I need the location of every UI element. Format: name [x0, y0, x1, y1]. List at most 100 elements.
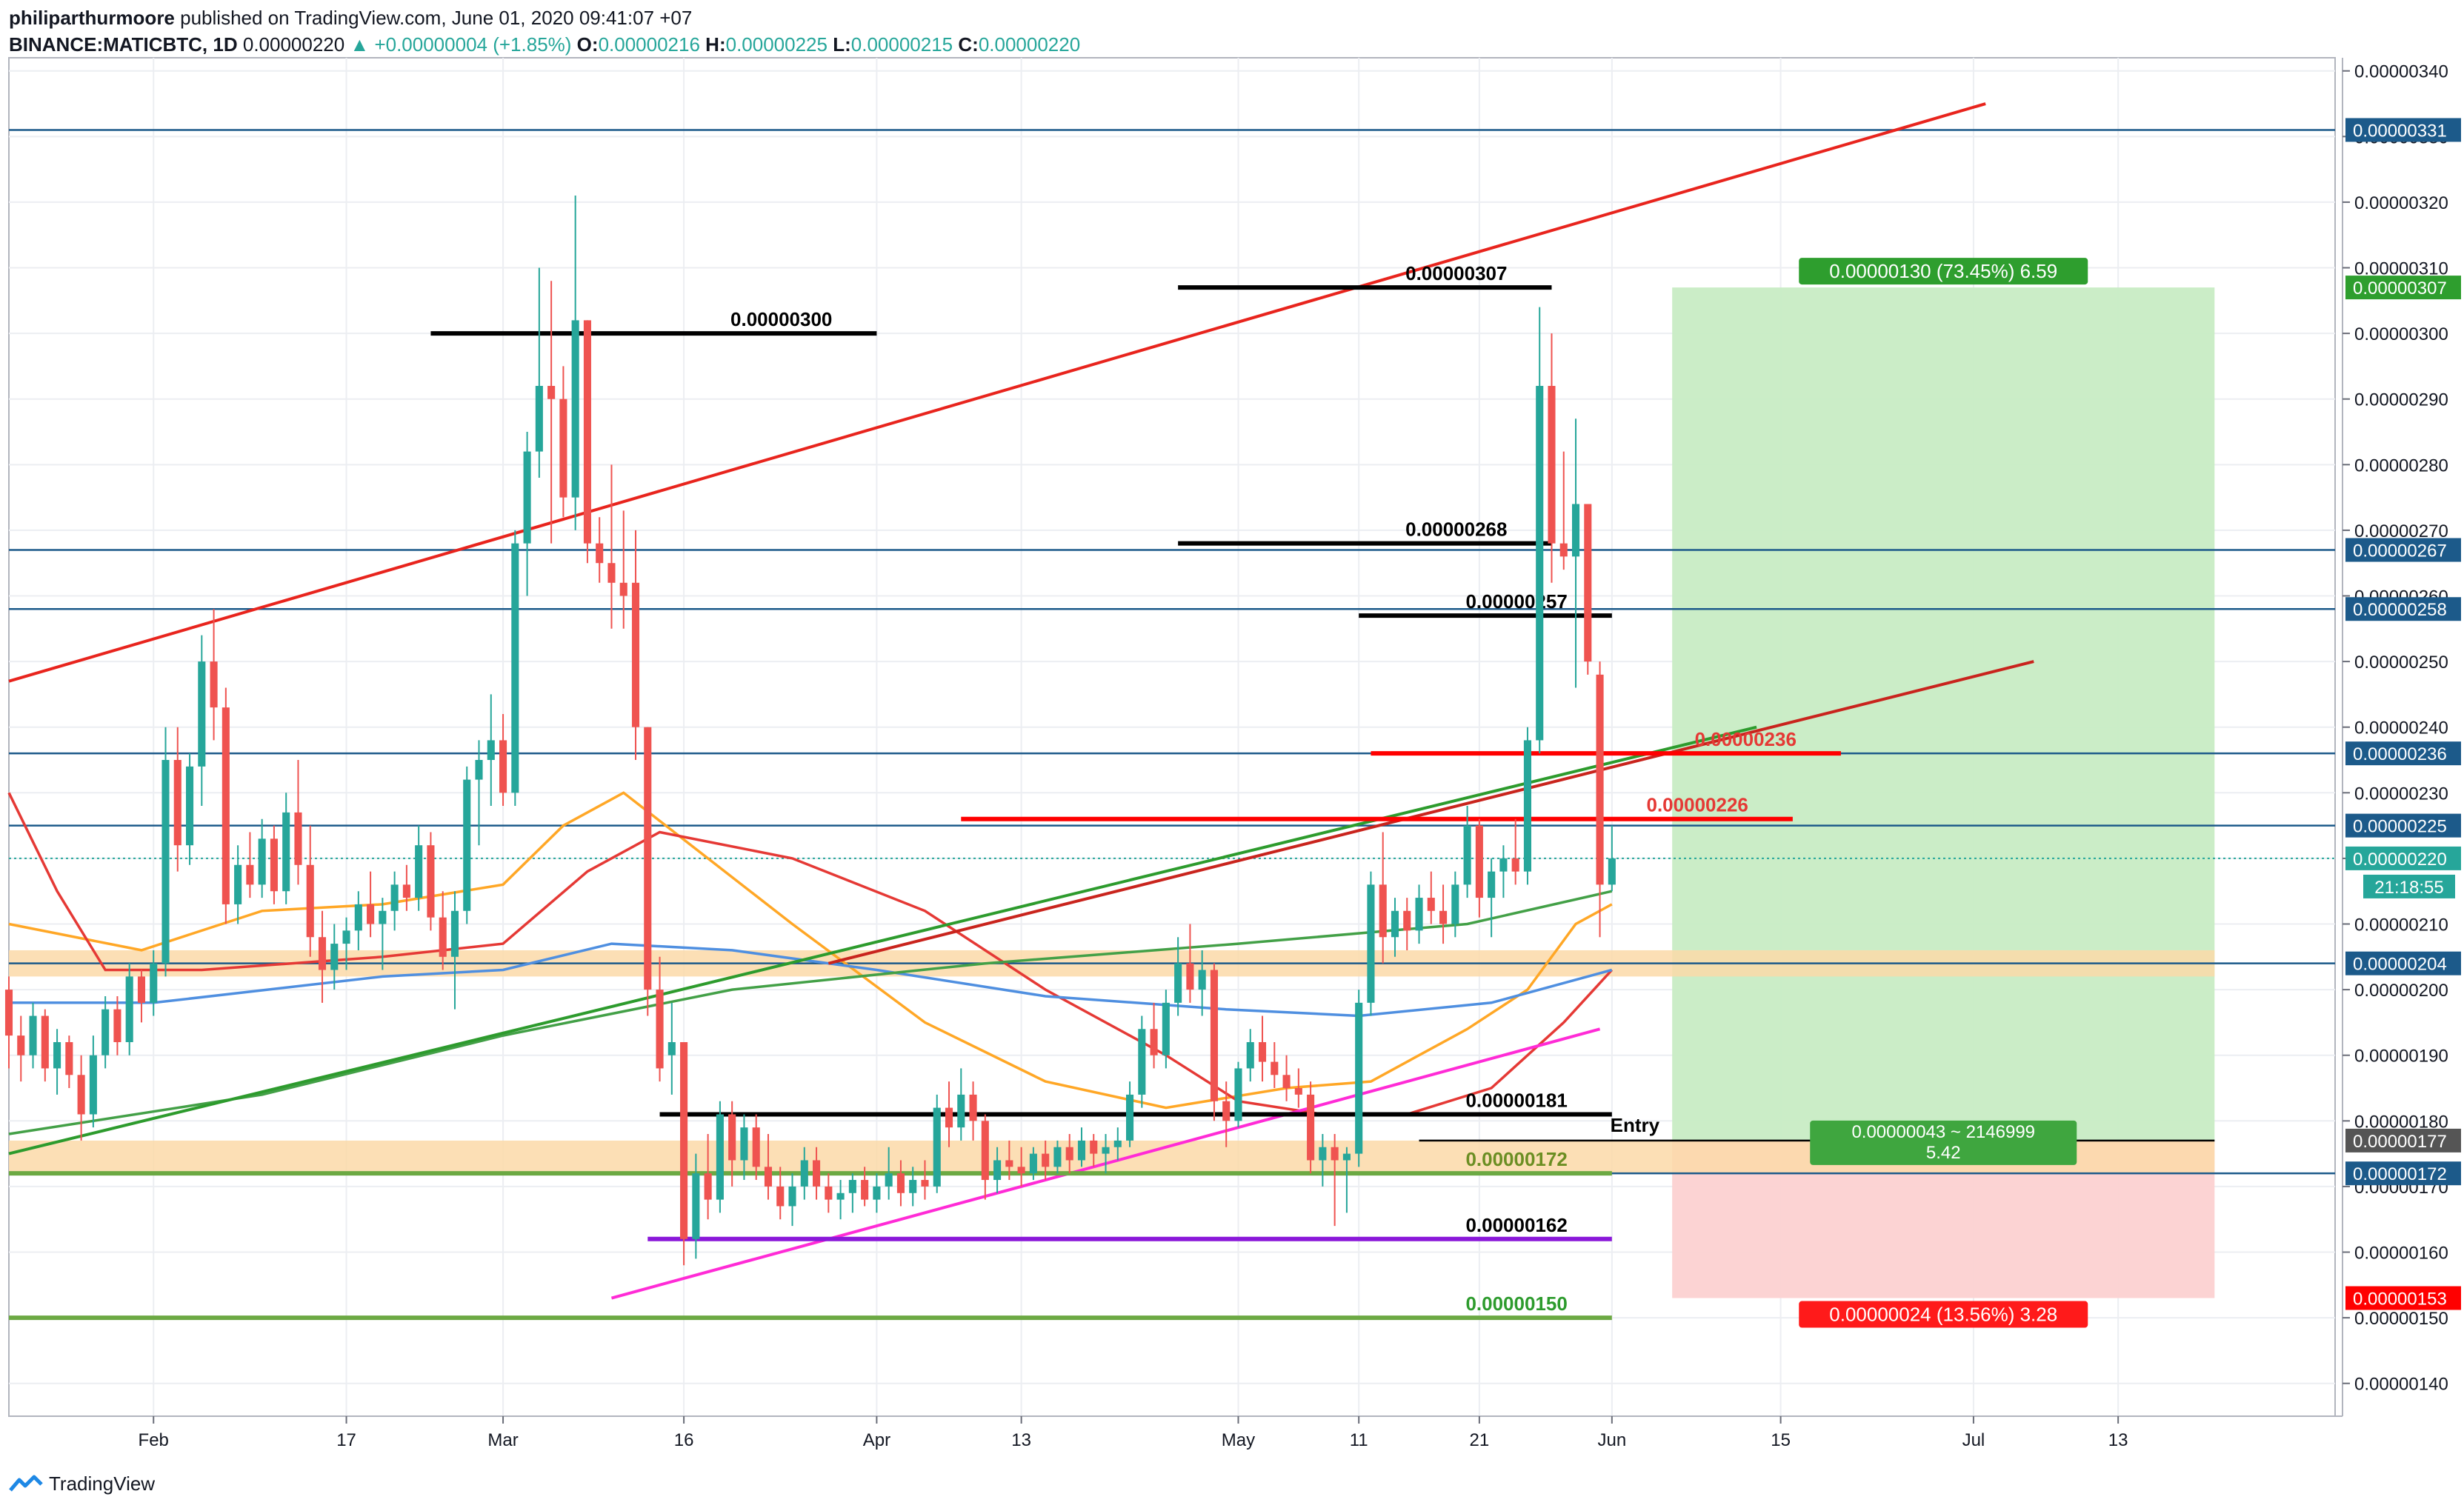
candle-body	[1174, 963, 1182, 1003]
candle-body	[53, 1041, 61, 1069]
level-label: 0.00000162	[1465, 1214, 1567, 1236]
candle	[1331, 1134, 1339, 1227]
candle	[571, 196, 579, 530]
entry-info-ratio: 5.42	[1926, 1143, 1961, 1163]
candle-body	[1342, 1153, 1351, 1161]
candle	[162, 727, 170, 977]
candle-body	[1222, 1101, 1231, 1121]
brand-name[interactable]: TradingView	[49, 1472, 156, 1495]
candle-body	[1258, 1041, 1267, 1062]
candle-body	[41, 1015, 49, 1069]
candle	[294, 760, 302, 885]
candle	[559, 366, 567, 518]
price-tag-bg	[2345, 846, 2461, 870]
candle	[957, 1068, 965, 1141]
candle-body	[523, 451, 531, 544]
price-tag: 0.00000204	[2353, 955, 2447, 975]
candle-body	[1162, 1002, 1170, 1055]
candle	[1342, 1147, 1351, 1213]
stop-label-bg	[1799, 1301, 2088, 1328]
countdown-label: 21:18:55	[2374, 878, 2443, 898]
price-tick-label: 0.00000200	[2354, 981, 2448, 1001]
candle-body	[185, 766, 194, 846]
candle-body	[800, 1160, 808, 1187]
candle-body	[1113, 1140, 1122, 1147]
price-tick-label: 0.00000230	[2354, 784, 2448, 804]
candle	[740, 1114, 748, 1181]
candle-body	[234, 864, 242, 904]
candle-body	[1307, 1094, 1315, 1161]
candle-body	[379, 910, 387, 924]
candle-body	[137, 976, 146, 1003]
candle-body	[619, 582, 627, 596]
candle-body	[945, 1107, 953, 1128]
price-tick-label: 0.00000320	[2354, 193, 2448, 213]
price-tag-bg	[2345, 813, 2461, 838]
candle	[1077, 1127, 1086, 1167]
price-tick-label: 0.00000310	[2354, 259, 2448, 279]
candle-body	[752, 1127, 760, 1167]
price-tick-label: 0.00000210	[2354, 915, 2448, 935]
candle-body	[101, 1009, 110, 1055]
candle	[53, 1029, 61, 1095]
candle-body	[125, 976, 133, 1042]
candle	[1029, 1147, 1037, 1181]
candle-body	[861, 1180, 869, 1200]
open-label: O:	[576, 33, 599, 56]
candle	[1234, 1061, 1242, 1128]
candle	[656, 956, 664, 1082]
time-tick-label: Apr	[863, 1430, 890, 1450]
time-tick-label: Mar	[487, 1430, 518, 1450]
candle	[523, 432, 531, 596]
high-label: H:	[705, 33, 726, 56]
candle-body	[596, 543, 604, 564]
candle-body	[1246, 1041, 1254, 1069]
candle	[1379, 832, 1387, 964]
candle	[1463, 806, 1471, 898]
candle-body	[354, 904, 362, 931]
price-tick-label: 0.00000180	[2354, 1112, 2448, 1132]
price-tag-bg	[2345, 597, 2461, 621]
candle	[29, 1002, 37, 1069]
candle	[77, 1055, 85, 1141]
candle-body	[1559, 543, 1568, 557]
price-tick-label: 0.00000160	[2354, 1244, 2448, 1264]
candle-body	[246, 864, 254, 885]
candle	[692, 1153, 700, 1259]
candle-body	[1126, 1094, 1134, 1141]
candle-body	[921, 1180, 929, 1187]
candle	[4, 976, 13, 1069]
candle	[234, 845, 242, 924]
candle-body	[656, 990, 664, 1069]
candle-body	[1210, 970, 1218, 1101]
candle	[728, 1101, 736, 1187]
candle-body	[1065, 1147, 1073, 1161]
candle	[1403, 898, 1411, 950]
candle-body	[1355, 1002, 1363, 1154]
symbol-label[interactable]: BINANCE:MATICBTC, 1D	[9, 33, 238, 56]
time-tick-label: 13	[1011, 1430, 1031, 1450]
candle-body	[1138, 1029, 1146, 1095]
candle-body	[559, 398, 567, 498]
candle	[1017, 1147, 1025, 1187]
candle	[1451, 871, 1459, 938]
candle	[210, 609, 218, 741]
price-tag-bg	[2345, 538, 2461, 562]
candle	[427, 832, 435, 931]
candle	[499, 713, 507, 807]
candle-body	[1403, 910, 1411, 931]
candle-body	[1584, 504, 1592, 662]
candle-body	[704, 1173, 712, 1200]
candle	[1294, 1068, 1302, 1108]
trendline	[8, 102, 1986, 683]
price-tag-bg	[2345, 1161, 2461, 1186]
candle-body	[294, 812, 302, 865]
level-label: 0.00000300	[730, 308, 832, 330]
candle	[825, 1173, 833, 1213]
level-label: 0.00000257	[1465, 590, 1567, 613]
candle-body	[716, 1114, 724, 1200]
candle-body	[571, 320, 579, 498]
author-name[interactable]: philiparthurmoore	[9, 7, 175, 29]
candle	[150, 950, 158, 1016]
